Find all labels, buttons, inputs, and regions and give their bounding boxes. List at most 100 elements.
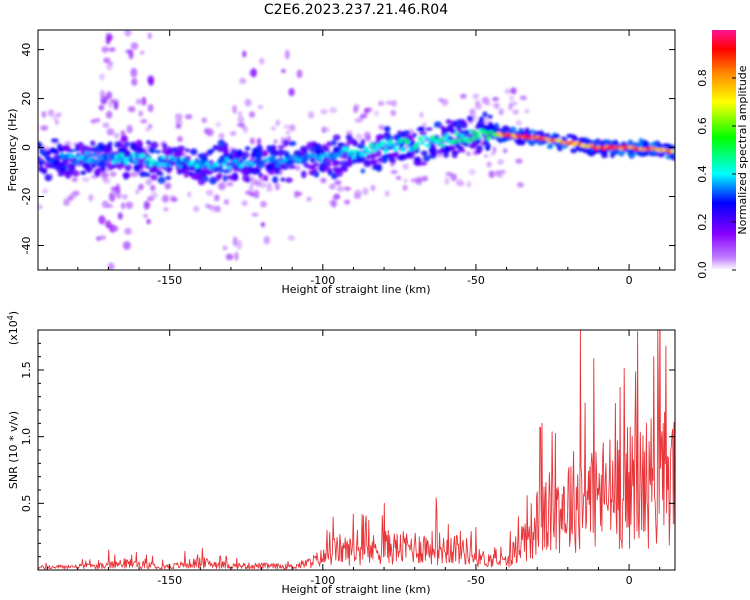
spectrogram-ridge-core <box>459 133 465 138</box>
spectrogram-noise-blob <box>124 227 132 235</box>
spectrogram-noise-blob <box>145 178 153 186</box>
spectrogram-noise-blob <box>164 182 172 190</box>
spectrogram-frame <box>37 29 676 271</box>
spectrogram-ridge-core <box>454 132 460 137</box>
spectrogram-ridge-core <box>219 159 225 164</box>
spectrogram-ridge-core <box>172 157 178 162</box>
spectrogram-noise-blob <box>146 218 151 225</box>
spectrogram-noise-blob <box>390 109 397 117</box>
spectrogram-ridge-core <box>273 158 279 164</box>
spectrogram-ridge-core <box>422 135 428 141</box>
spectrogram-noise-blob <box>52 115 57 121</box>
spectrogram-noise-blob <box>498 173 503 179</box>
spectrogram-ridge-core <box>310 158 315 163</box>
spectrogram-ridge-blob <box>90 140 96 147</box>
spectrogram-noise-blob <box>332 195 341 201</box>
spectrogram-noise-blob <box>345 130 353 136</box>
spectrogram-ridge-blob <box>382 156 388 164</box>
spectrogram-noise-blob <box>492 146 497 154</box>
spectrogram-noise-blob <box>421 175 428 182</box>
spectrogram-ridge-core <box>234 158 239 164</box>
spectrogram-ridge-blob <box>420 150 428 156</box>
spectrogram-noise-blob <box>130 42 139 50</box>
spectrogram-ridge-blob <box>375 164 383 172</box>
spectrogram-ridge-blob <box>51 164 61 170</box>
spectrogram-ridge-blob <box>313 161 319 167</box>
spectrogram-noise-blob <box>251 212 259 217</box>
spectrogram-noise-blob <box>205 203 212 208</box>
spectrogram-ridge-core <box>84 151 90 156</box>
spectrogram-noise-blob <box>468 168 476 176</box>
spectrogram-xtick-label: -100 <box>310 274 335 287</box>
spectrogram-noise-blob <box>285 130 291 135</box>
spectrogram-ridge-blob <box>344 161 353 168</box>
spectrogram-noise-blob <box>363 108 369 115</box>
spectrogram-noise-blob <box>234 251 239 261</box>
spectrogram-noise-blob <box>403 178 408 184</box>
spectrogram-ridge-core <box>412 144 418 150</box>
spectrogram-ridge-core <box>111 159 117 164</box>
spectrogram-noise-blob <box>114 185 121 194</box>
snr-scale-label: (x104) <box>6 311 20 345</box>
spectrogram-noise-blob <box>105 110 113 119</box>
spectrogram-noise-blob <box>324 127 330 133</box>
spectrogram-noise-blob <box>378 124 385 131</box>
spectrogram-ridge-core <box>393 146 399 152</box>
figure-title: C2E6.2023.237.21.46.R04 <box>264 2 448 18</box>
spectrogram-ridge-blob <box>388 157 396 163</box>
spectrogram-noise-blob <box>214 194 220 202</box>
spectrogram-ridge-core <box>109 153 114 159</box>
spectrogram-ridge-blob <box>103 162 111 167</box>
spectrogram-ridge-blob <box>422 155 431 162</box>
spectrogram-noise-blob <box>109 171 117 177</box>
spectrogram-noise-blob <box>214 205 221 213</box>
spectrogram-ridge-blob <box>167 146 172 155</box>
spectrogram-ridge-blob <box>80 170 87 176</box>
spectrogram-noise-blob <box>498 108 504 116</box>
spectrogram-noise-blob <box>108 47 116 53</box>
spectrogram-noise-blob <box>150 184 156 192</box>
spectrogram-ridge-core <box>569 140 575 144</box>
spectrogram-ridge-blob <box>248 167 255 174</box>
spectrogram-noise-blob <box>365 134 372 142</box>
spectrogram-noise-blob <box>38 204 43 210</box>
spectrogram-ridge-core <box>283 157 288 163</box>
spectrogram-ridge-core <box>361 152 367 157</box>
spectrogram-ridge-blob <box>69 165 76 172</box>
spectrogram-ridge-core <box>390 143 396 148</box>
spectrogram-xlabel: Height of straight line (km) <box>281 283 430 296</box>
spectrogram-noise-blob <box>223 198 230 205</box>
colorbar-gradient <box>712 30 736 270</box>
spectrogram-noise-blob <box>193 205 200 213</box>
spectrogram-noise-blob <box>283 124 291 130</box>
spectrogram-ridge-blob <box>570 147 578 154</box>
spectrogram-ridge-blob <box>441 126 447 134</box>
spectrogram-ridge-core <box>430 135 435 140</box>
spectrogram-ridge-core <box>439 142 445 148</box>
spectrogram-ridge-blob <box>406 134 415 140</box>
spectrogram-noise-blob <box>106 128 115 136</box>
spectrogram-noise-blob <box>488 170 495 179</box>
spectrogram-ridge-blob <box>419 161 428 166</box>
spectrogram-noise-blob <box>139 50 145 55</box>
spectrogram-noise-blob <box>99 235 107 240</box>
spectrogram-ridge-blob <box>263 175 269 182</box>
spectrogram-noise-blob <box>41 111 47 118</box>
spectrogram-noise-blob <box>455 178 464 186</box>
spectrogram-noise-blob <box>236 122 244 127</box>
spectrogram-noise-blob <box>243 125 248 134</box>
spectrogram-ridge-core <box>452 139 457 144</box>
spectrogram-ridge-blob <box>345 134 353 141</box>
spectrogram-ridge-blob <box>188 166 195 171</box>
spectrogram-ytick-label: -40 <box>20 237 33 255</box>
spectrogram-noise-blob <box>508 95 515 101</box>
colorbar-tick-label: 0.2 <box>696 213 709 231</box>
spectrogram-noise-blob <box>516 182 524 188</box>
spectrogram-noise-blob <box>236 240 243 250</box>
spectrogram-ridge-blob <box>217 139 226 148</box>
spectrogram-noise-blob <box>294 165 301 171</box>
spectrogram-ridge-core <box>148 162 154 167</box>
spectrogram-noise-blob <box>126 124 133 134</box>
spectrogram-ridge-blob <box>272 176 279 184</box>
spectrogram-ridge-blob <box>314 145 323 151</box>
